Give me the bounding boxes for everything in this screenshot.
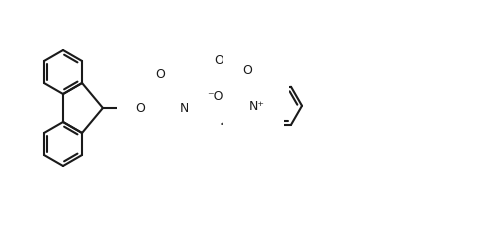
Text: N⁺: N⁺ (249, 100, 265, 113)
Text: ⁻O: ⁻O (207, 90, 223, 104)
Text: O: O (242, 64, 252, 76)
Text: O: O (214, 54, 224, 66)
Text: O: O (155, 68, 165, 81)
Text: OH: OH (250, 77, 270, 90)
Text: S: S (242, 121, 250, 134)
Text: O: O (136, 102, 145, 114)
Text: NH: NH (180, 102, 199, 114)
